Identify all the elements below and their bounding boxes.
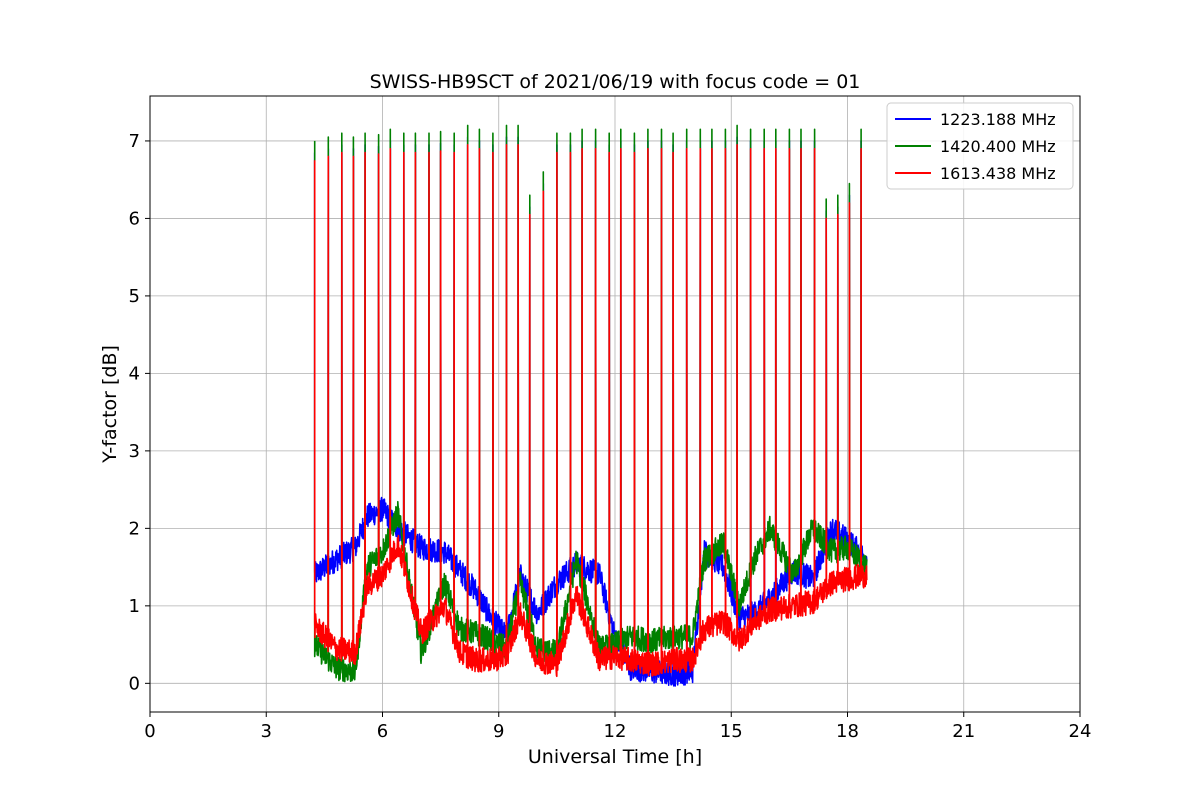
x-tick-label: 15 (720, 721, 743, 742)
x-tick-label: 21 (952, 721, 975, 742)
y-tick-label: 4 (129, 363, 140, 384)
y-tick-label: 3 (129, 441, 140, 462)
x-tick-label: 3 (261, 721, 272, 742)
legend-label: 1420.400 MHz (940, 137, 1056, 156)
y-tick-label: 1 (129, 596, 140, 617)
series-line-3 (313, 144, 868, 678)
legend-label: 1223.188 MHz (940, 110, 1056, 129)
series-layer (313, 124, 868, 687)
y-axis-label: Y-factor [dB] (99, 345, 121, 464)
x-tick-label: 9 (493, 721, 504, 742)
y-tick-label: 6 (129, 208, 140, 229)
x-tick-label: 12 (604, 721, 627, 742)
x-tick-label: 6 (377, 721, 388, 742)
x-tick-label: 24 (1069, 721, 1092, 742)
legend-label: 1613.438 MHz (940, 164, 1056, 183)
x-tick-label: 18 (836, 721, 859, 742)
y-tick-label: 0 (129, 673, 140, 694)
y-tick-label: 5 (129, 286, 140, 307)
chart-title: SWISS-HB9SCT of 2021/06/19 with focus co… (370, 71, 861, 93)
y-tick-label: 7 (129, 131, 140, 152)
x-tick-label: 0 (144, 721, 155, 742)
legend: 1223.188 MHz 1420.400 MHz 1613.438 MHz (886, 102, 1074, 190)
legend-box (886, 102, 1074, 190)
y-tick-label: 2 (129, 518, 140, 539)
x-axis-label: Universal Time [h] (528, 746, 702, 768)
